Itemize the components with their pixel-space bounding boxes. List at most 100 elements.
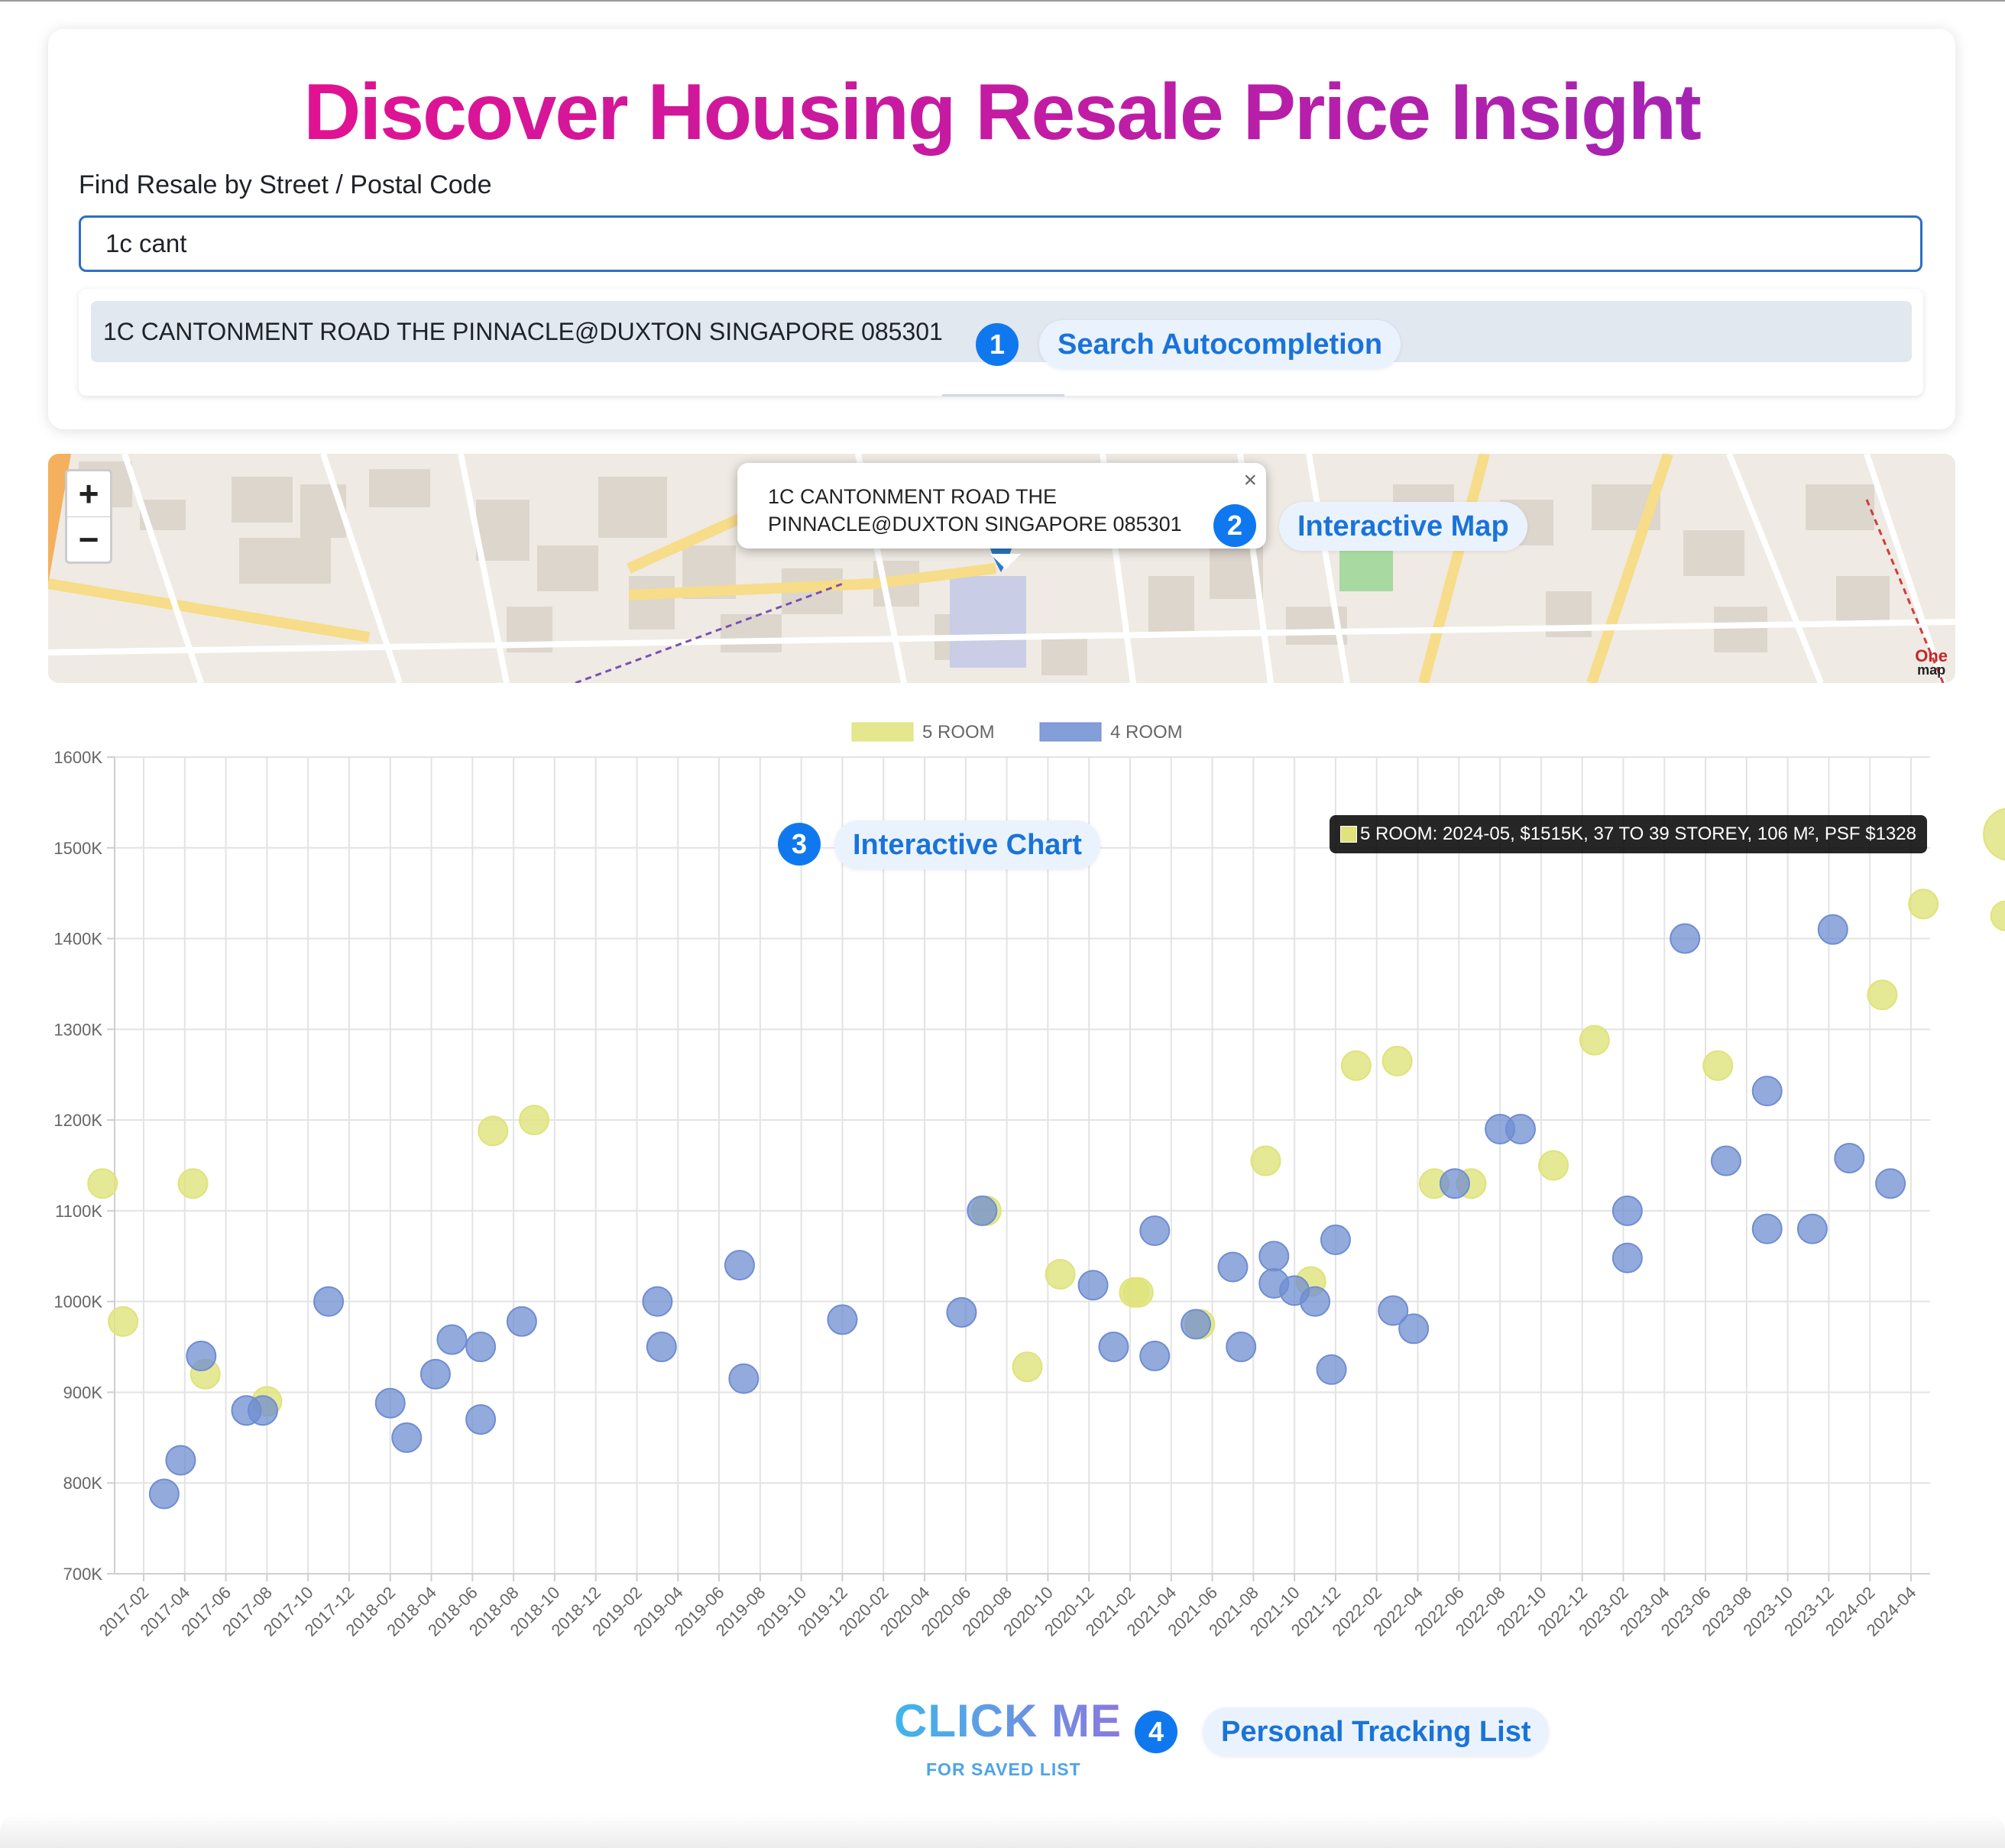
data-point-4-room — [1300, 1286, 1331, 1317]
data-point-5-room — [478, 1115, 509, 1147]
zoom-out-button[interactable]: − — [78, 519, 99, 559]
data-point-4-room — [1258, 1241, 1290, 1272]
data-point-5-room — [1702, 1050, 1734, 1081]
popup-line: PINNACLE@DUXTON SINGAPORE 085301 — [768, 513, 1182, 536]
data-point-4-room — [1611, 1195, 1643, 1226]
data-point-4-room — [1217, 1251, 1249, 1283]
price-chart[interactable]: 700K 800K 900K 1000K 1100K 1200K 1300K 1400K 150… — [0, 704, 2005, 1682]
data-point-4-room — [1710, 1145, 1741, 1176]
legend-label: 4 ROOM — [1110, 722, 1183, 743]
callout-label-chart: Interactive Chart — [834, 820, 1100, 869]
y-tick-label: 1500K — [53, 839, 102, 858]
data-point-5-room — [1381, 1045, 1413, 1076]
data-point-5-room — [519, 1105, 550, 1136]
data-point-5-room — [1340, 1050, 1372, 1081]
data-point-4-room — [724, 1250, 755, 1281]
data-point-5-room — [1250, 1145, 1281, 1176]
data-point-4-room — [1398, 1313, 1430, 1345]
data-point-4-room — [1139, 1340, 1171, 1371]
map-popup: 1C CANTONMENT ROAD THE PINNACLE@DUXTON S… — [737, 463, 1266, 549]
data-point-4-room — [465, 1332, 497, 1363]
data-point-4-room — [1316, 1354, 1347, 1385]
data-point-4-room — [1439, 1168, 1470, 1199]
close-icon[interactable]: × — [1243, 468, 1257, 493]
data-point-4-room — [1817, 914, 1848, 945]
callout-badge-2: 2 — [1213, 504, 1256, 547]
data-point-4-room — [1751, 1213, 1783, 1244]
data-point-5-room — [1538, 1150, 1569, 1181]
chart-tooltip: 5 ROOM: 2024-05, $1515K, 37 TO 39 STOREY… — [1330, 815, 1927, 853]
saved-list-button[interactable]: CLICK ME — [894, 1695, 1122, 1746]
search-label: Find Resale by Street / Postal Code — [79, 170, 492, 199]
data-point-5-room — [1012, 1351, 1043, 1383]
data-point-5-room — [177, 1168, 209, 1199]
data-point-4-room — [1670, 923, 1701, 954]
callout-label-tracking: Personal Tracking List — [1203, 1707, 1550, 1756]
data-point-5-room — [108, 1306, 139, 1337]
data-point-5-room — [87, 1168, 118, 1199]
y-tick-label: 800K — [63, 1474, 103, 1493]
logo-text: One — [1915, 646, 1948, 665]
data-point-4-room — [1611, 1242, 1643, 1274]
data-point-4-room — [646, 1332, 677, 1363]
map-popup-tip — [990, 554, 1021, 569]
data-point-4-room — [465, 1404, 497, 1435]
saved-list-subtitle: FOR SAVED LIST — [926, 1759, 1081, 1779]
y-tick-label: 1200K — [53, 1111, 102, 1130]
data-point-4-room — [374, 1387, 406, 1419]
search-input[interactable] — [79, 215, 1922, 272]
data-point-5-room — [1908, 888, 1939, 920]
data-point-4-room — [1505, 1113, 1536, 1144]
data-point-5-room — [1579, 1024, 1610, 1056]
tooltip-swatch — [1340, 826, 1357, 843]
onemap-logo: One map — [1915, 646, 1948, 678]
y-tick-label: 700K — [63, 1565, 103, 1584]
data-point-4-room — [419, 1358, 451, 1390]
data-point-4-room — [1875, 1168, 1906, 1199]
legend-swatch — [851, 722, 914, 742]
data-point-4-room — [827, 1304, 858, 1335]
data-point-5-room — [1045, 1259, 1076, 1290]
zoom-in-button[interactable]: + — [67, 471, 110, 517]
tooltip-text: 5 ROOM: 2024-05, $1515K, 37 TO 39 STOREY… — [1360, 824, 1916, 844]
y-tick-label: 1600K — [53, 748, 102, 767]
callout-badge-4: 4 — [1135, 1710, 1177, 1753]
y-tick-label: 1000K — [53, 1293, 102, 1312]
data-point-4-room — [165, 1445, 196, 1476]
data-point-4-room — [1751, 1076, 1783, 1107]
data-point-4-room — [148, 1478, 180, 1510]
data-point-4-room — [642, 1286, 673, 1317]
data-point-4-room — [1320, 1224, 1351, 1255]
data-point-4-room — [1098, 1332, 1129, 1363]
page-title: Discover Housing Resale Price Insight — [48, 69, 1955, 157]
logo-text: map — [1917, 662, 1946, 678]
popup-line: 1C CANTONMENT ROAD THE — [768, 485, 1058, 508]
data-point-4-room — [946, 1296, 977, 1328]
data-point-4-room — [247, 1395, 278, 1426]
map-zoom-control: + − — [65, 469, 112, 564]
dropdown-scroll-indicator — [942, 394, 1064, 396]
data-point-4-room — [1834, 1142, 1865, 1173]
data-point-4-room — [967, 1195, 998, 1226]
legend-label: 5 ROOM — [922, 722, 995, 743]
callout-label-search: Search Autocompletion — [1039, 320, 1401, 369]
callout-badge-3: 3 — [778, 823, 821, 866]
data-point-4-room — [1226, 1332, 1257, 1363]
data-point-4-room — [506, 1306, 537, 1337]
data-point-5-room — [1983, 807, 2005, 861]
callout-badge-1: 1 — [976, 323, 1019, 366]
data-point-4-room — [186, 1340, 217, 1371]
y-tick-label: 1100K — [55, 1202, 102, 1221]
page-bottom-edge — [0, 1814, 2005, 1848]
callout-label-map: Interactive Map — [1279, 502, 1527, 551]
data-point-5-room — [1990, 900, 2005, 931]
y-tick-label: 1400K — [53, 930, 102, 949]
data-point-4-room — [1139, 1215, 1171, 1247]
data-point-5-room — [1867, 979, 1898, 1011]
y-tick-label: 900K — [63, 1383, 103, 1402]
data-point-4-room — [391, 1422, 423, 1453]
data-point-4-room — [728, 1363, 760, 1394]
data-point-4-room — [436, 1324, 468, 1355]
data-point-5-room — [1122, 1277, 1154, 1308]
data-point-4-room — [1077, 1270, 1109, 1301]
